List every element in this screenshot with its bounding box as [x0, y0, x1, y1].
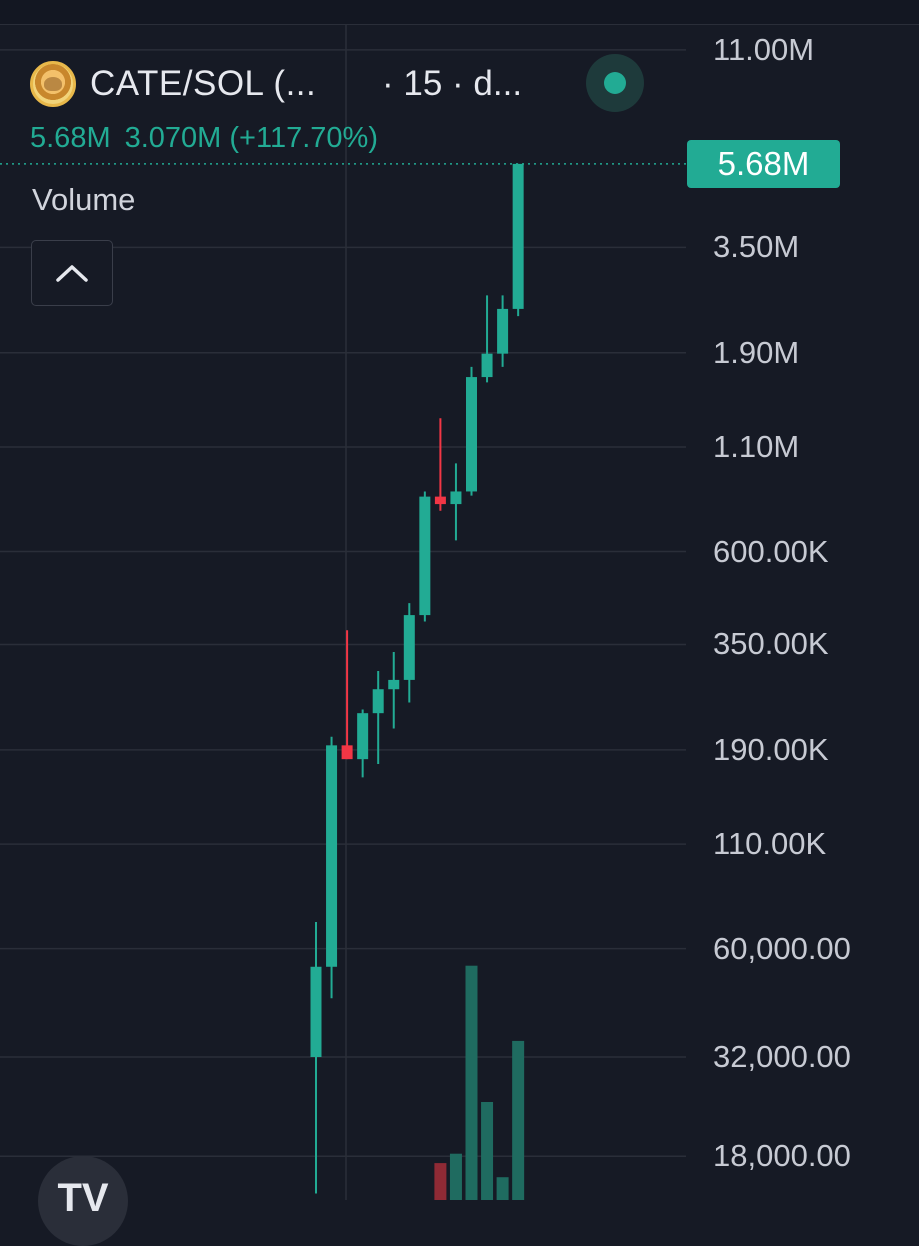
- candle-body: [372, 689, 384, 714]
- candle-body: [403, 615, 415, 680]
- volume-bar: [496, 1177, 509, 1200]
- market-open-dot-icon[interactable]: [586, 54, 644, 112]
- volume-bar: [481, 1102, 494, 1200]
- candle-body: [326, 745, 338, 967]
- volume-pane-label: Volume: [32, 182, 136, 217]
- candle-body: [466, 377, 477, 492]
- candle-body: [497, 308, 509, 354]
- y-axis-tick-label: 32,000.00: [713, 1039, 851, 1074]
- candle-body: [419, 496, 431, 616]
- volume-bar: [449, 1153, 462, 1200]
- y-axis-tick-label: 110.00K: [713, 826, 827, 862]
- price-chart[interactable]: [0, 0, 919, 1200]
- price-change-line: 5.68M 3.070M (+117.70%): [30, 122, 392, 155]
- candle-body: [388, 679, 400, 690]
- y-axis-tick-label: 11.00M: [713, 31, 815, 67]
- top-toolbar-strip: [0, 0, 919, 25]
- candle-body: [357, 713, 369, 760]
- candle-body: [341, 745, 353, 760]
- cate-token-icon: [30, 61, 76, 107]
- tradingview-logo-icon[interactable]: TV: [38, 1156, 128, 1246]
- volume-bar: [465, 965, 478, 1200]
- price-change: 3.070M (+117.70%): [124, 122, 378, 154]
- candle-body: [512, 163, 524, 309]
- interval-label[interactable]: · 15 · d...: [382, 64, 523, 103]
- y-axis-tick-label: 1.90M: [713, 334, 800, 370]
- candle-body: [434, 496, 446, 505]
- chevron-up-icon: [56, 265, 88, 282]
- current-price: 5.68M: [30, 122, 111, 154]
- volume-bar: [512, 1040, 525, 1200]
- candle-body: [310, 966, 322, 1057]
- y-axis-tick-label: 3.50M: [713, 229, 800, 265]
- y-axis-tick-label: 190.00K: [713, 731, 829, 767]
- y-axis-tick-label: 18,000.00: [713, 1138, 851, 1174]
- y-axis-tick-label: 60,000.00: [713, 930, 851, 966]
- y-axis-tick-label: 1.10M: [713, 429, 800, 464]
- symbol-header[interactable]: CATE/SOL (... · 15 · d...: [30, 58, 522, 110]
- last-price-badge: 5.68M: [687, 139, 840, 188]
- symbol-name[interactable]: CATE/SOL (...: [90, 64, 317, 103]
- volume-bar: [434, 1163, 447, 1200]
- y-axis-tick-label: 600.00K: [713, 533, 829, 569]
- y-axis-tick-label: 350.00K: [713, 626, 829, 662]
- candle-body: [450, 491, 462, 505]
- collapse-button[interactable]: [31, 240, 113, 306]
- candle-body: [481, 353, 493, 378]
